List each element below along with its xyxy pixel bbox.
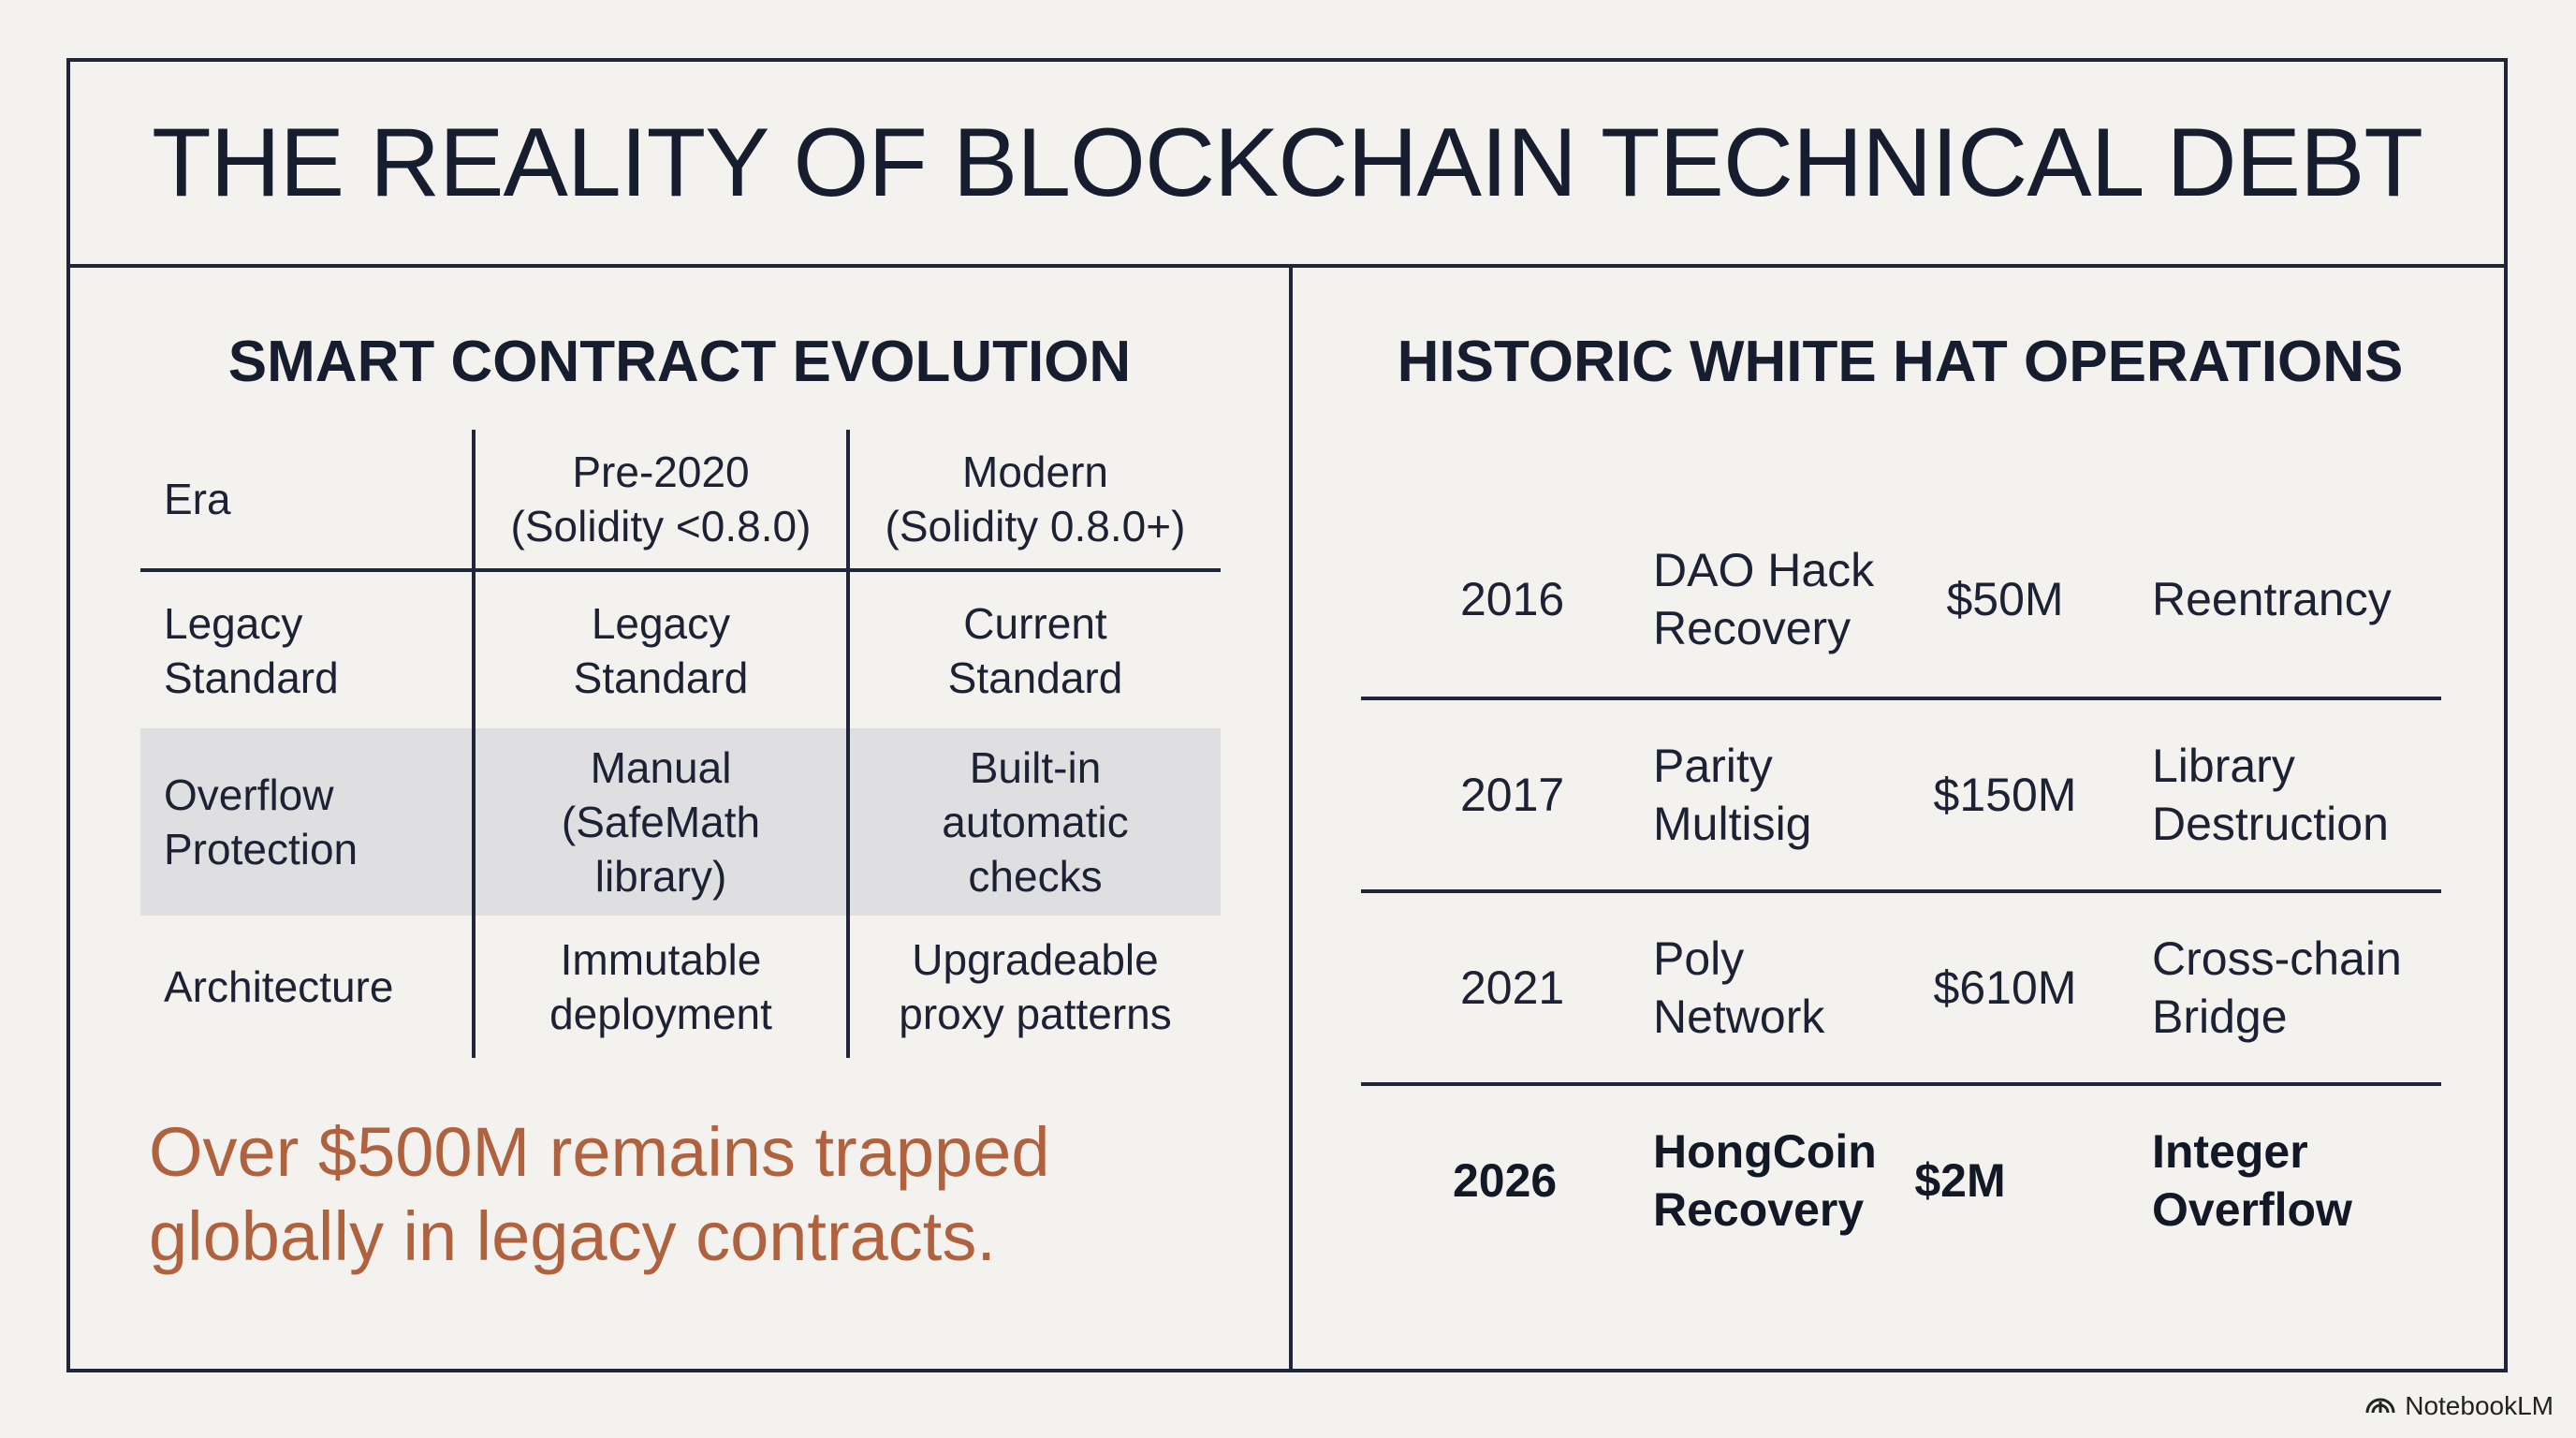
list-item-highlighted: 2026 HongCoin Recovery $2M Integer Overf… (1361, 1082, 2441, 1275)
operation-type: Reentrancy (2152, 573, 2392, 625)
row-label: Architecture (164, 962, 394, 1011)
list-item: 2017 Parity Multisig $150M Library Destr… (1361, 697, 2441, 889)
row-label: Overflow Protection (164, 770, 359, 873)
trapped-funds-callout: Over $500M remains trapped globally in l… (149, 1113, 1050, 1275)
operation-name: Poly Network (1653, 932, 1825, 1043)
table-cell: Immutable deployment (472, 916, 846, 1058)
table-cell: Upgradeable proxy patterns (846, 916, 1221, 1058)
table-header-row: Era Pre-2020 (Solidity <0.8.0) Modern (S… (140, 430, 1221, 572)
column-divider (1289, 268, 1293, 1372)
operation-year: 2017 (1460, 769, 1565, 821)
operation-year: 2021 (1460, 961, 1565, 1014)
operation-name: DAO Hack Recovery (1653, 544, 1875, 654)
operation-amount: $150M (1933, 769, 2077, 821)
operation-amount: $610M (1933, 961, 2077, 1014)
operation-type: Library Destruction (2152, 740, 2389, 850)
operation-name: HongCoin Recovery (1653, 1125, 1877, 1236)
table-cell: Current Standard (846, 572, 1221, 728)
evolution-heading: SMART CONTRACT EVOLUTION (227, 330, 1132, 394)
row-label: Legacy Standard (164, 598, 339, 702)
brand-label: NotebookLM (2405, 1391, 2554, 1420)
slide-frame: THE REALITY OF BLOCKCHAIN TECHNICAL DEBT… (66, 58, 2508, 1372)
header-cell: Pre-2020 (Solidity <0.8.0) (472, 430, 846, 568)
operation-type: Cross-chain Bridge (2152, 932, 2402, 1043)
list-item: 2021 Poly Network $610M Cross-chain Brid… (1361, 889, 2441, 1082)
operation-year: 2016 (1460, 573, 1565, 625)
operation-name: Parity Multisig (1653, 740, 1812, 850)
table-row: Architecture Immutable deployment Upgrad… (140, 916, 1221, 1058)
header-cell: Era (164, 475, 231, 523)
slide-title: THE REALITY OF BLOCKCHAIN TECHNICAL DEBT (152, 108, 2423, 217)
title-bar: THE REALITY OF BLOCKCHAIN TECHNICAL DEBT (70, 62, 2504, 268)
operations-heading: HISTORIC WHITE HAT OPERATIONS (1397, 330, 2404, 394)
evolution-table: Era Pre-2020 (Solidity <0.8.0) Modern (S… (140, 430, 1221, 1058)
operation-amount: $50M (1946, 573, 2064, 625)
table-cell: Manual (SafeMath library) (472, 728, 846, 916)
operation-type: Integer Overflow (2152, 1125, 2352, 1236)
brand-watermark: NotebookLM (2365, 1391, 2554, 1421)
table-row-highlighted: Overflow Protection Manual (SafeMath lib… (140, 728, 1221, 916)
operation-year: 2026 (1453, 1154, 1558, 1207)
table-cell: Legacy Standard (472, 572, 846, 728)
operation-amount: $2M (1914, 1154, 2006, 1207)
operations-list: 2016 DAO Hack Recovery $50M Reentrancy 2… (1361, 502, 2441, 1275)
list-item: 2016 DAO Hack Recovery $50M Reentrancy (1361, 502, 2441, 697)
table-cell: Built-in automatic checks (846, 728, 1221, 916)
header-cell: Modern (Solidity 0.8.0+) (846, 430, 1221, 568)
notebooklm-logo-icon (2365, 1391, 2395, 1421)
table-row: Legacy Standard Legacy Standard Current … (140, 572, 1221, 728)
